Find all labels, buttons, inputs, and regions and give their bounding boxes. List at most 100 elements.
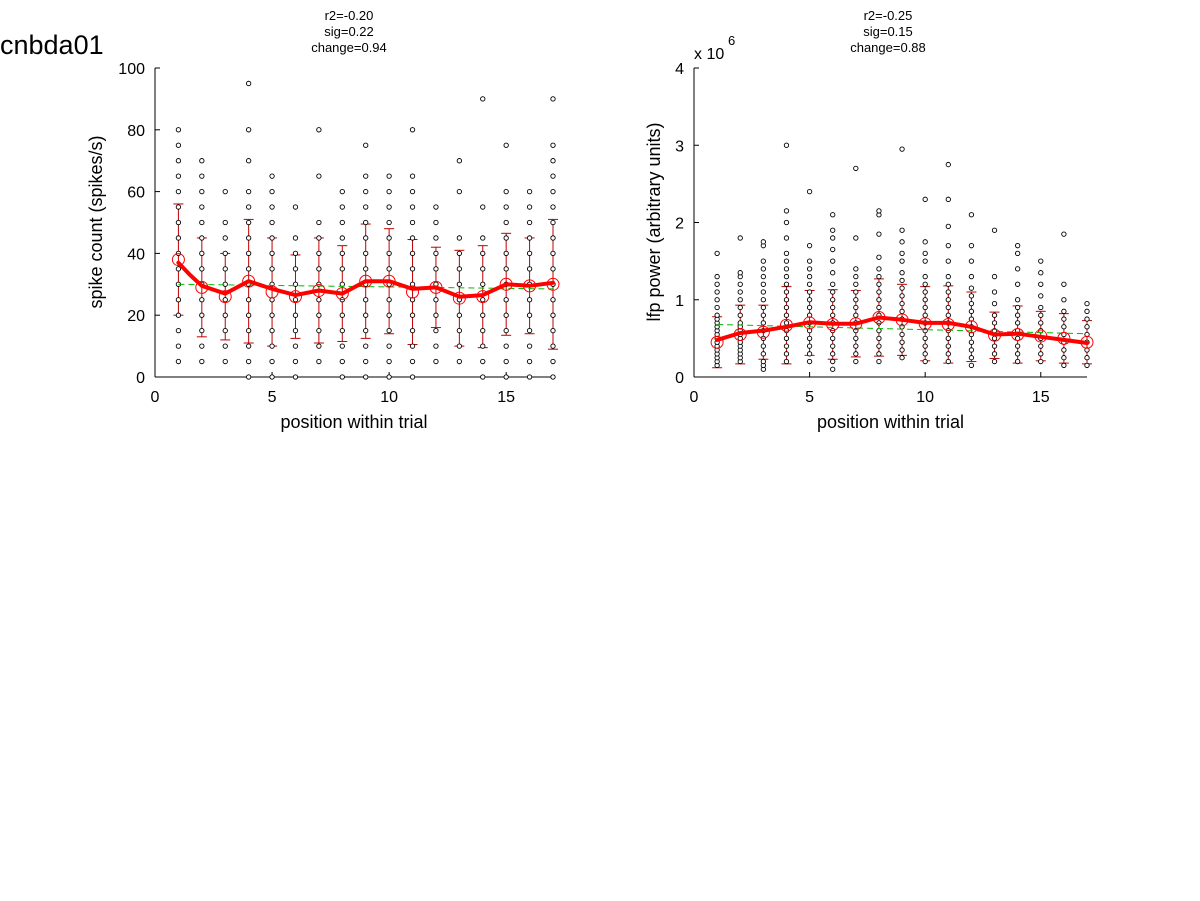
data-point [760, 258, 767, 264]
data-point [526, 327, 533, 334]
mean-marker [218, 290, 232, 304]
data-point [363, 204, 369, 210]
data-point [456, 266, 463, 272]
data-point [783, 208, 790, 214]
data-point [292, 250, 299, 257]
data-point [245, 80, 252, 87]
data-point [222, 235, 228, 241]
data-point [945, 273, 951, 280]
data-point [199, 219, 205, 226]
data-point [945, 335, 951, 342]
data-point [433, 343, 439, 349]
data-point [737, 312, 743, 318]
data-point [175, 327, 182, 334]
data-point [503, 219, 509, 226]
mean-marker [988, 328, 1002, 342]
data-point [175, 204, 182, 210]
data-point [1014, 266, 1021, 272]
mean-marker [406, 285, 420, 299]
mean-marker [171, 253, 185, 267]
data-point [175, 358, 182, 365]
data-point [1061, 324, 1067, 330]
data-point [292, 327, 299, 334]
data-point [922, 343, 928, 349]
mean-marker [849, 317, 863, 331]
data-point [386, 266, 392, 272]
data-point [945, 196, 951, 202]
data-point [760, 297, 767, 303]
data-point [222, 219, 228, 226]
data-point [550, 235, 556, 241]
data-point [945, 343, 951, 349]
data-point [1084, 355, 1090, 361]
mean-marker [499, 277, 513, 291]
data-point [456, 358, 463, 365]
data-point [199, 297, 205, 303]
data-point [783, 266, 790, 272]
mean-marker [523, 279, 537, 293]
data-point [922, 335, 928, 342]
x-tick-label: 5 [268, 389, 277, 406]
data-point [363, 142, 369, 148]
data-point [1014, 351, 1021, 357]
data-point [269, 250, 275, 257]
y-axis-label: lfp power (arbitrary units) [644, 122, 664, 321]
data-point [876, 289, 882, 295]
data-point [386, 235, 392, 241]
data-point [245, 235, 252, 241]
data-point [760, 289, 767, 295]
data-point [991, 343, 998, 349]
data-point [783, 258, 790, 264]
data-point [503, 297, 509, 303]
data-point [550, 219, 556, 226]
data-point [968, 258, 975, 264]
y-axis-label: spike count (spikes/s) [86, 135, 106, 308]
data-point [363, 297, 369, 303]
data-point [363, 343, 369, 349]
data-point [503, 188, 509, 195]
data-point [783, 235, 790, 241]
data-point [503, 235, 509, 241]
data-point [175, 343, 182, 349]
data-point [968, 285, 975, 291]
stat-line: change=0.88 [850, 40, 926, 55]
data-point [1038, 304, 1044, 311]
data-point [899, 300, 905, 307]
data-point [409, 188, 416, 195]
data-point [339, 327, 345, 334]
data-point [550, 358, 556, 365]
data-point [199, 204, 205, 210]
data-point [433, 297, 439, 303]
data-point [806, 243, 813, 249]
data-point [550, 204, 556, 210]
data-point [830, 335, 836, 342]
data-point [292, 312, 299, 318]
data-point [760, 273, 767, 280]
data-point [222, 266, 228, 272]
data-point [830, 358, 836, 365]
data-point [316, 266, 322, 272]
data-point [363, 312, 369, 318]
data-point [899, 308, 905, 314]
y-tick-label: 1 [675, 293, 684, 310]
data-point [806, 304, 813, 311]
data-point [245, 358, 252, 365]
data-point [199, 312, 205, 318]
data-point [1061, 231, 1067, 237]
x-tick-label: 15 [1032, 389, 1050, 406]
data-point [737, 235, 743, 241]
stat-line: sig=0.15 [863, 24, 913, 39]
mean-marker [359, 274, 373, 288]
data-point [783, 273, 790, 280]
data-point [409, 266, 416, 272]
data-point [760, 312, 767, 318]
data-point [175, 142, 182, 148]
data-point [550, 266, 556, 272]
data-point [316, 127, 322, 133]
data-point [853, 358, 859, 365]
mean-marker [195, 280, 209, 294]
data-point [199, 266, 205, 272]
data-point [269, 188, 275, 195]
data-point [480, 235, 486, 241]
data-point [876, 327, 882, 334]
